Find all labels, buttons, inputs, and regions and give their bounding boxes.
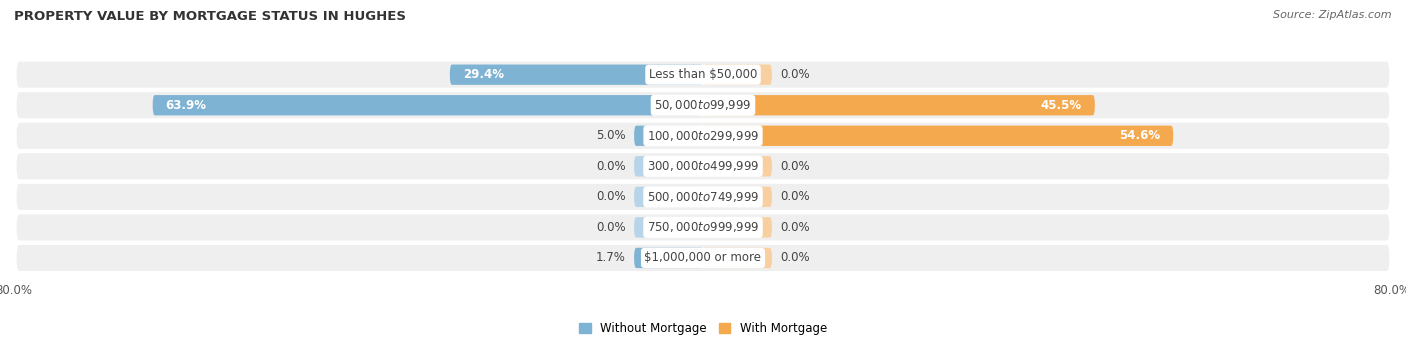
Text: 0.0%: 0.0% (780, 190, 810, 203)
FancyBboxPatch shape (17, 123, 1389, 149)
FancyBboxPatch shape (703, 217, 772, 238)
Text: $50,000 to $99,999: $50,000 to $99,999 (654, 98, 752, 112)
Text: $100,000 to $299,999: $100,000 to $299,999 (647, 129, 759, 143)
FancyBboxPatch shape (703, 156, 772, 176)
FancyBboxPatch shape (703, 95, 1095, 115)
Text: 0.0%: 0.0% (780, 221, 810, 234)
Text: 0.0%: 0.0% (596, 190, 626, 203)
FancyBboxPatch shape (634, 187, 703, 207)
FancyBboxPatch shape (450, 65, 703, 85)
FancyBboxPatch shape (17, 184, 1389, 210)
Text: 54.6%: 54.6% (1119, 129, 1160, 142)
Text: 0.0%: 0.0% (596, 160, 626, 173)
Text: 0.0%: 0.0% (780, 160, 810, 173)
FancyBboxPatch shape (634, 156, 703, 176)
FancyBboxPatch shape (17, 92, 1389, 118)
Text: $750,000 to $999,999: $750,000 to $999,999 (647, 220, 759, 234)
FancyBboxPatch shape (703, 187, 772, 207)
FancyBboxPatch shape (17, 62, 1389, 88)
Text: 63.9%: 63.9% (166, 99, 207, 112)
Text: $500,000 to $749,999: $500,000 to $749,999 (647, 190, 759, 204)
FancyBboxPatch shape (634, 125, 703, 146)
FancyBboxPatch shape (634, 217, 703, 238)
Text: $1,000,000 or more: $1,000,000 or more (644, 252, 762, 265)
Text: 0.0%: 0.0% (780, 252, 810, 265)
FancyBboxPatch shape (17, 153, 1389, 180)
FancyBboxPatch shape (703, 125, 1173, 146)
FancyBboxPatch shape (703, 248, 772, 268)
Text: 29.4%: 29.4% (463, 68, 503, 81)
Text: 5.0%: 5.0% (596, 129, 626, 142)
Text: 0.0%: 0.0% (596, 221, 626, 234)
Text: Source: ZipAtlas.com: Source: ZipAtlas.com (1274, 10, 1392, 20)
FancyBboxPatch shape (153, 95, 703, 115)
FancyBboxPatch shape (17, 245, 1389, 271)
Legend: Without Mortgage, With Mortgage: Without Mortgage, With Mortgage (574, 317, 832, 340)
FancyBboxPatch shape (703, 65, 772, 85)
FancyBboxPatch shape (17, 214, 1389, 240)
Text: $300,000 to $499,999: $300,000 to $499,999 (647, 159, 759, 173)
Text: 1.7%: 1.7% (596, 252, 626, 265)
FancyBboxPatch shape (634, 248, 703, 268)
Text: PROPERTY VALUE BY MORTGAGE STATUS IN HUGHES: PROPERTY VALUE BY MORTGAGE STATUS IN HUG… (14, 10, 406, 23)
Text: 0.0%: 0.0% (780, 68, 810, 81)
Text: 45.5%: 45.5% (1040, 99, 1083, 112)
Text: Less than $50,000: Less than $50,000 (648, 68, 758, 81)
